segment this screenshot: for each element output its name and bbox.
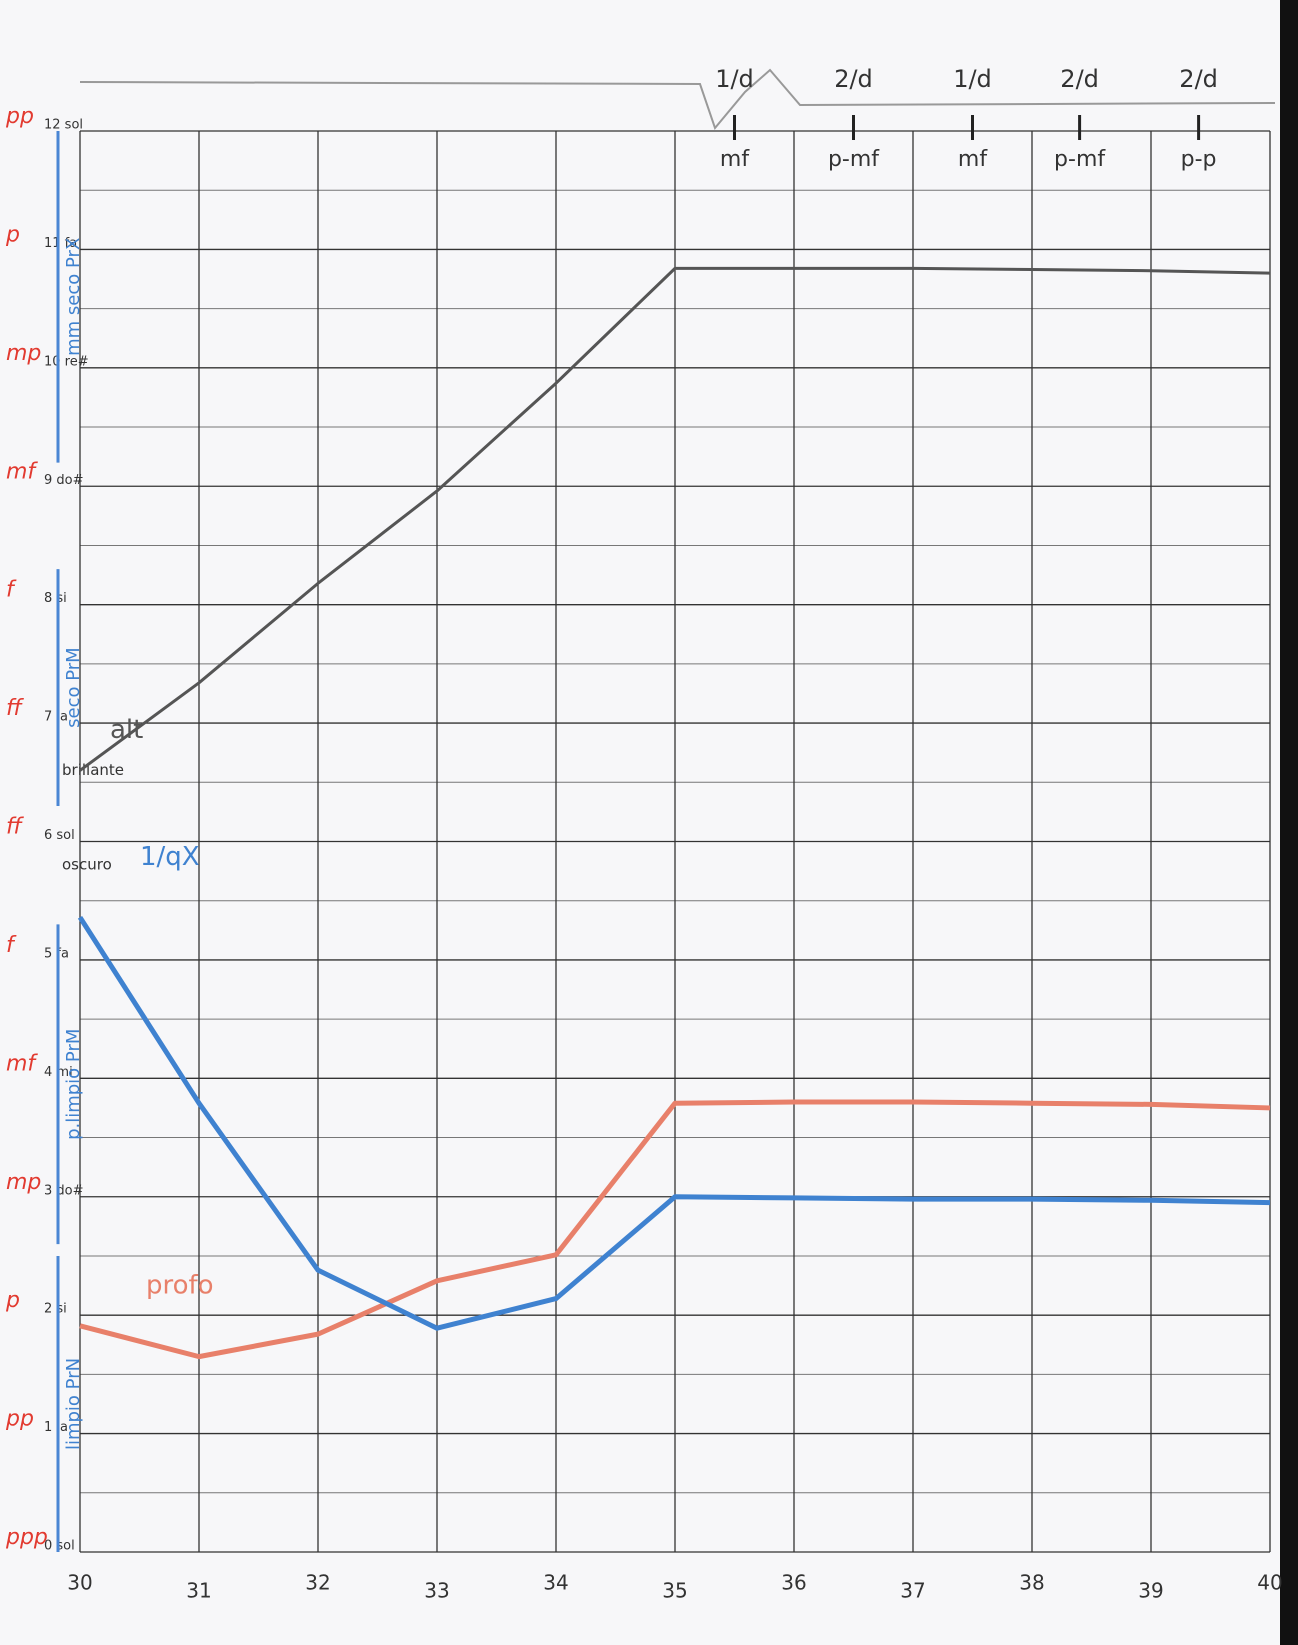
chart: 0 solppp1 lapp2 sip3 do#mp4 mimf5 faf6 s… xyxy=(0,0,1298,1645)
dynamic-label: p xyxy=(5,1288,20,1313)
x-tick-label: 39 xyxy=(1138,1579,1163,1603)
x-tick-label: 34 xyxy=(543,1571,568,1595)
annotation-top: 2/d xyxy=(1060,65,1099,93)
series-label: 1/qX xyxy=(140,842,200,872)
annotation-bottom: p-mf xyxy=(1054,147,1106,172)
edge xyxy=(1280,0,1298,1645)
axis-band-label: p.limpio PrM xyxy=(63,1029,84,1140)
timbre-note: brillante xyxy=(62,761,124,779)
dynamic-label: mp xyxy=(6,341,41,366)
x-tick-label: 37 xyxy=(900,1579,925,1603)
y-tick-label: 2 si xyxy=(44,1302,67,1317)
paper xyxy=(0,0,1280,1645)
dynamic-label: mf xyxy=(6,459,38,484)
axis-band-label: seco PrM xyxy=(63,647,84,728)
axis-band-label: mm seco PrX xyxy=(63,238,84,356)
annotation-bottom: p-p xyxy=(1181,147,1217,172)
y-tick-label: 3 do# xyxy=(44,1183,84,1198)
x-tick-label: 30 xyxy=(67,1571,92,1595)
dynamic-label: pp xyxy=(5,104,34,129)
annotation-top: 1/d xyxy=(953,65,992,93)
page: 0 solppp1 lapp2 sip3 do#mp4 mimf5 faf6 s… xyxy=(0,0,1298,1645)
annotation-bottom: p-mf xyxy=(828,147,880,172)
annotation-top: 2/d xyxy=(834,65,873,93)
y-tick-label: 5 fa xyxy=(44,946,69,961)
y-tick-label: 8 si xyxy=(44,591,67,606)
axis-band-label: limpio PrN xyxy=(63,1358,84,1450)
dynamic-label: ppp xyxy=(5,1525,48,1550)
x-tick-label: 36 xyxy=(781,1571,806,1595)
timbre-note: oscuro xyxy=(62,856,112,874)
series-label: alt xyxy=(110,715,143,745)
x-tick-label: 32 xyxy=(305,1571,330,1595)
annotation-top: 1/d xyxy=(715,65,754,93)
dynamic-label: ff xyxy=(6,815,24,840)
x-tick-label: 35 xyxy=(662,1579,687,1603)
y-tick-label: 6 sol xyxy=(44,828,75,843)
annotation-top: 2/d xyxy=(1179,65,1218,93)
x-tick-label: 38 xyxy=(1019,1571,1044,1595)
dynamic-label: ff xyxy=(6,696,24,721)
dynamic-label: pp xyxy=(5,1407,34,1432)
dynamic-label: mf xyxy=(6,1051,38,1076)
series-label: profo xyxy=(146,1270,214,1300)
x-tick-label: 33 xyxy=(424,1579,449,1603)
dynamic-label: mp xyxy=(6,1170,41,1195)
x-tick-label: 31 xyxy=(186,1579,211,1603)
y-tick-label: 9 do# xyxy=(44,473,84,488)
annotation-bottom: mf xyxy=(720,147,750,172)
x-tick-label: 40 xyxy=(1257,1571,1282,1595)
y-tick-label: 12 sol xyxy=(44,118,83,133)
annotation-bottom: mf xyxy=(958,147,988,172)
dynamic-label: p xyxy=(5,222,20,247)
